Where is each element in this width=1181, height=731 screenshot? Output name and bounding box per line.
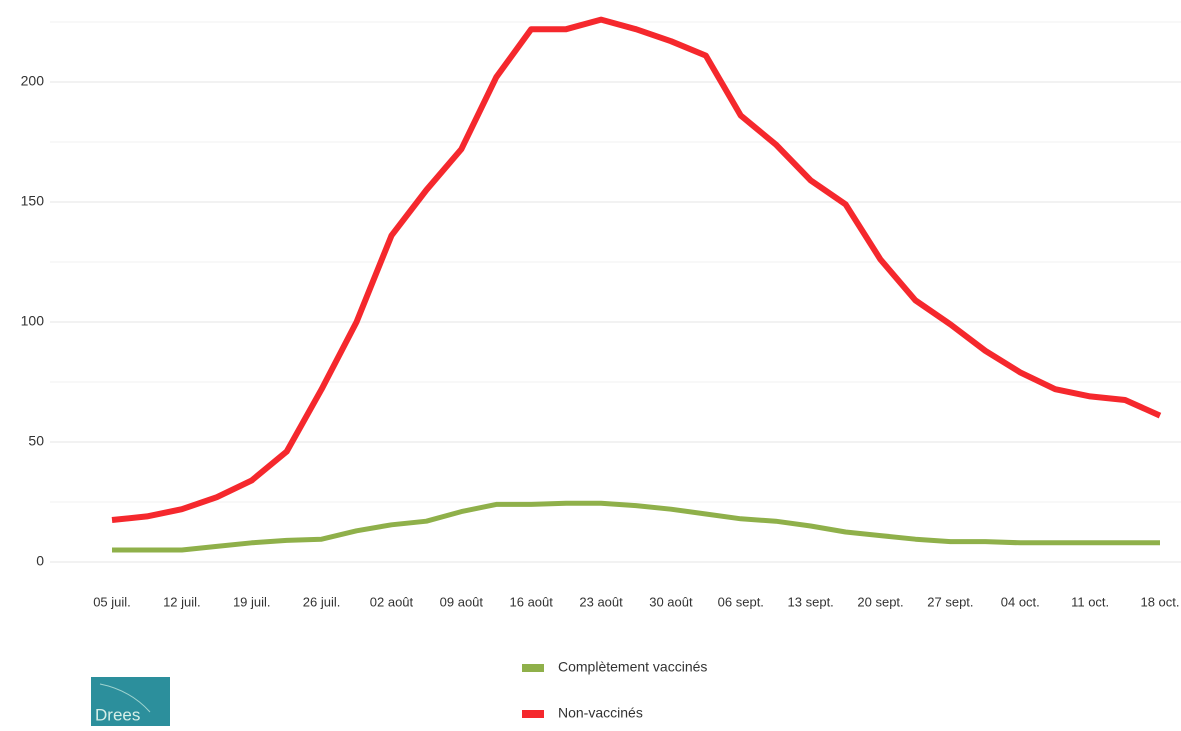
series-line: [112, 500, 1160, 553]
x-tick-label: 09 août: [440, 594, 484, 609]
x-tick-label: 06 sept.: [718, 594, 764, 609]
x-tick-label: 30 août: [649, 594, 693, 609]
legend-label: Complètement vaccinés: [558, 659, 707, 675]
x-tick-label: 11 oct.: [1071, 594, 1109, 609]
legend-swatch: [522, 710, 544, 718]
x-tick-label: 26 juil.: [303, 594, 341, 609]
y-tick-label: 150: [21, 193, 45, 209]
y-tick-label: 100: [21, 313, 45, 329]
x-tick-label: 23 août: [579, 594, 623, 609]
x-tick-label: 12 juil.: [163, 594, 201, 609]
x-tick-label: 16 août: [510, 594, 554, 609]
x-tick-label: 04 oct.: [1001, 594, 1040, 609]
y-tick-label: 50: [28, 433, 44, 449]
y-tick-label: 200: [21, 73, 45, 89]
x-tick-label: 13 sept.: [788, 594, 834, 609]
logo-text: Drees: [95, 705, 140, 724]
x-tick-label: 05 juil.: [93, 594, 131, 609]
x-tick-label: 18 oct.: [1140, 594, 1179, 609]
legend-swatch: [522, 664, 544, 672]
x-tick-label: 02 août: [370, 594, 414, 609]
x-tick-label: 20 sept.: [857, 594, 903, 609]
legend-label: Non-vaccinés: [558, 705, 643, 721]
y-tick-label: 0: [36, 553, 44, 569]
x-tick-label: 19 juil.: [233, 594, 271, 609]
logo-curve: [99, 683, 151, 713]
series-line: [111, 16, 1162, 523]
x-tick-label: 27 sept.: [927, 594, 973, 609]
